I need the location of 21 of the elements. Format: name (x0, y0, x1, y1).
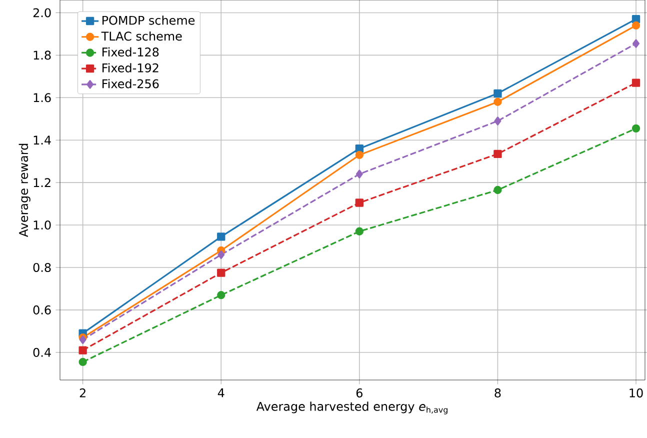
legend-label: Fixed-256 (102, 79, 159, 88)
y-tick-label: 1.2 (34, 178, 50, 188)
x-tick-label: 8 (494, 388, 501, 398)
legend-label: TLAC scheme (101, 31, 182, 41)
y-tick-label: 0.6 (33, 305, 51, 314)
y-tick-label: 1.0 (34, 220, 51, 230)
legend-label: Fixed-128 (102, 47, 159, 57)
y-tick-label: 1.6 (34, 93, 51, 102)
x-tick-label: 4 (218, 388, 224, 398)
y-tick-label: 1.4 (34, 136, 51, 144)
y-tick-label: 0.8 (33, 262, 51, 272)
x-tick-label: 10 (630, 388, 643, 398)
x-tick-label: 2 (80, 388, 86, 398)
y-tick-label: 1.8 (34, 50, 51, 60)
x-axis-title: Average harvested energy e$_{h,avg}$ (256, 402, 448, 414)
x-tick-label: 6 (356, 388, 362, 398)
y-tick-label: 0.4 (33, 348, 51, 357)
legend-label: Fixed-192 (102, 63, 158, 72)
legend-label: POMDP scheme (102, 16, 195, 25)
y-axis-title: Average reward (18, 144, 30, 238)
y-tick-label: 2.0 (33, 8, 51, 18)
